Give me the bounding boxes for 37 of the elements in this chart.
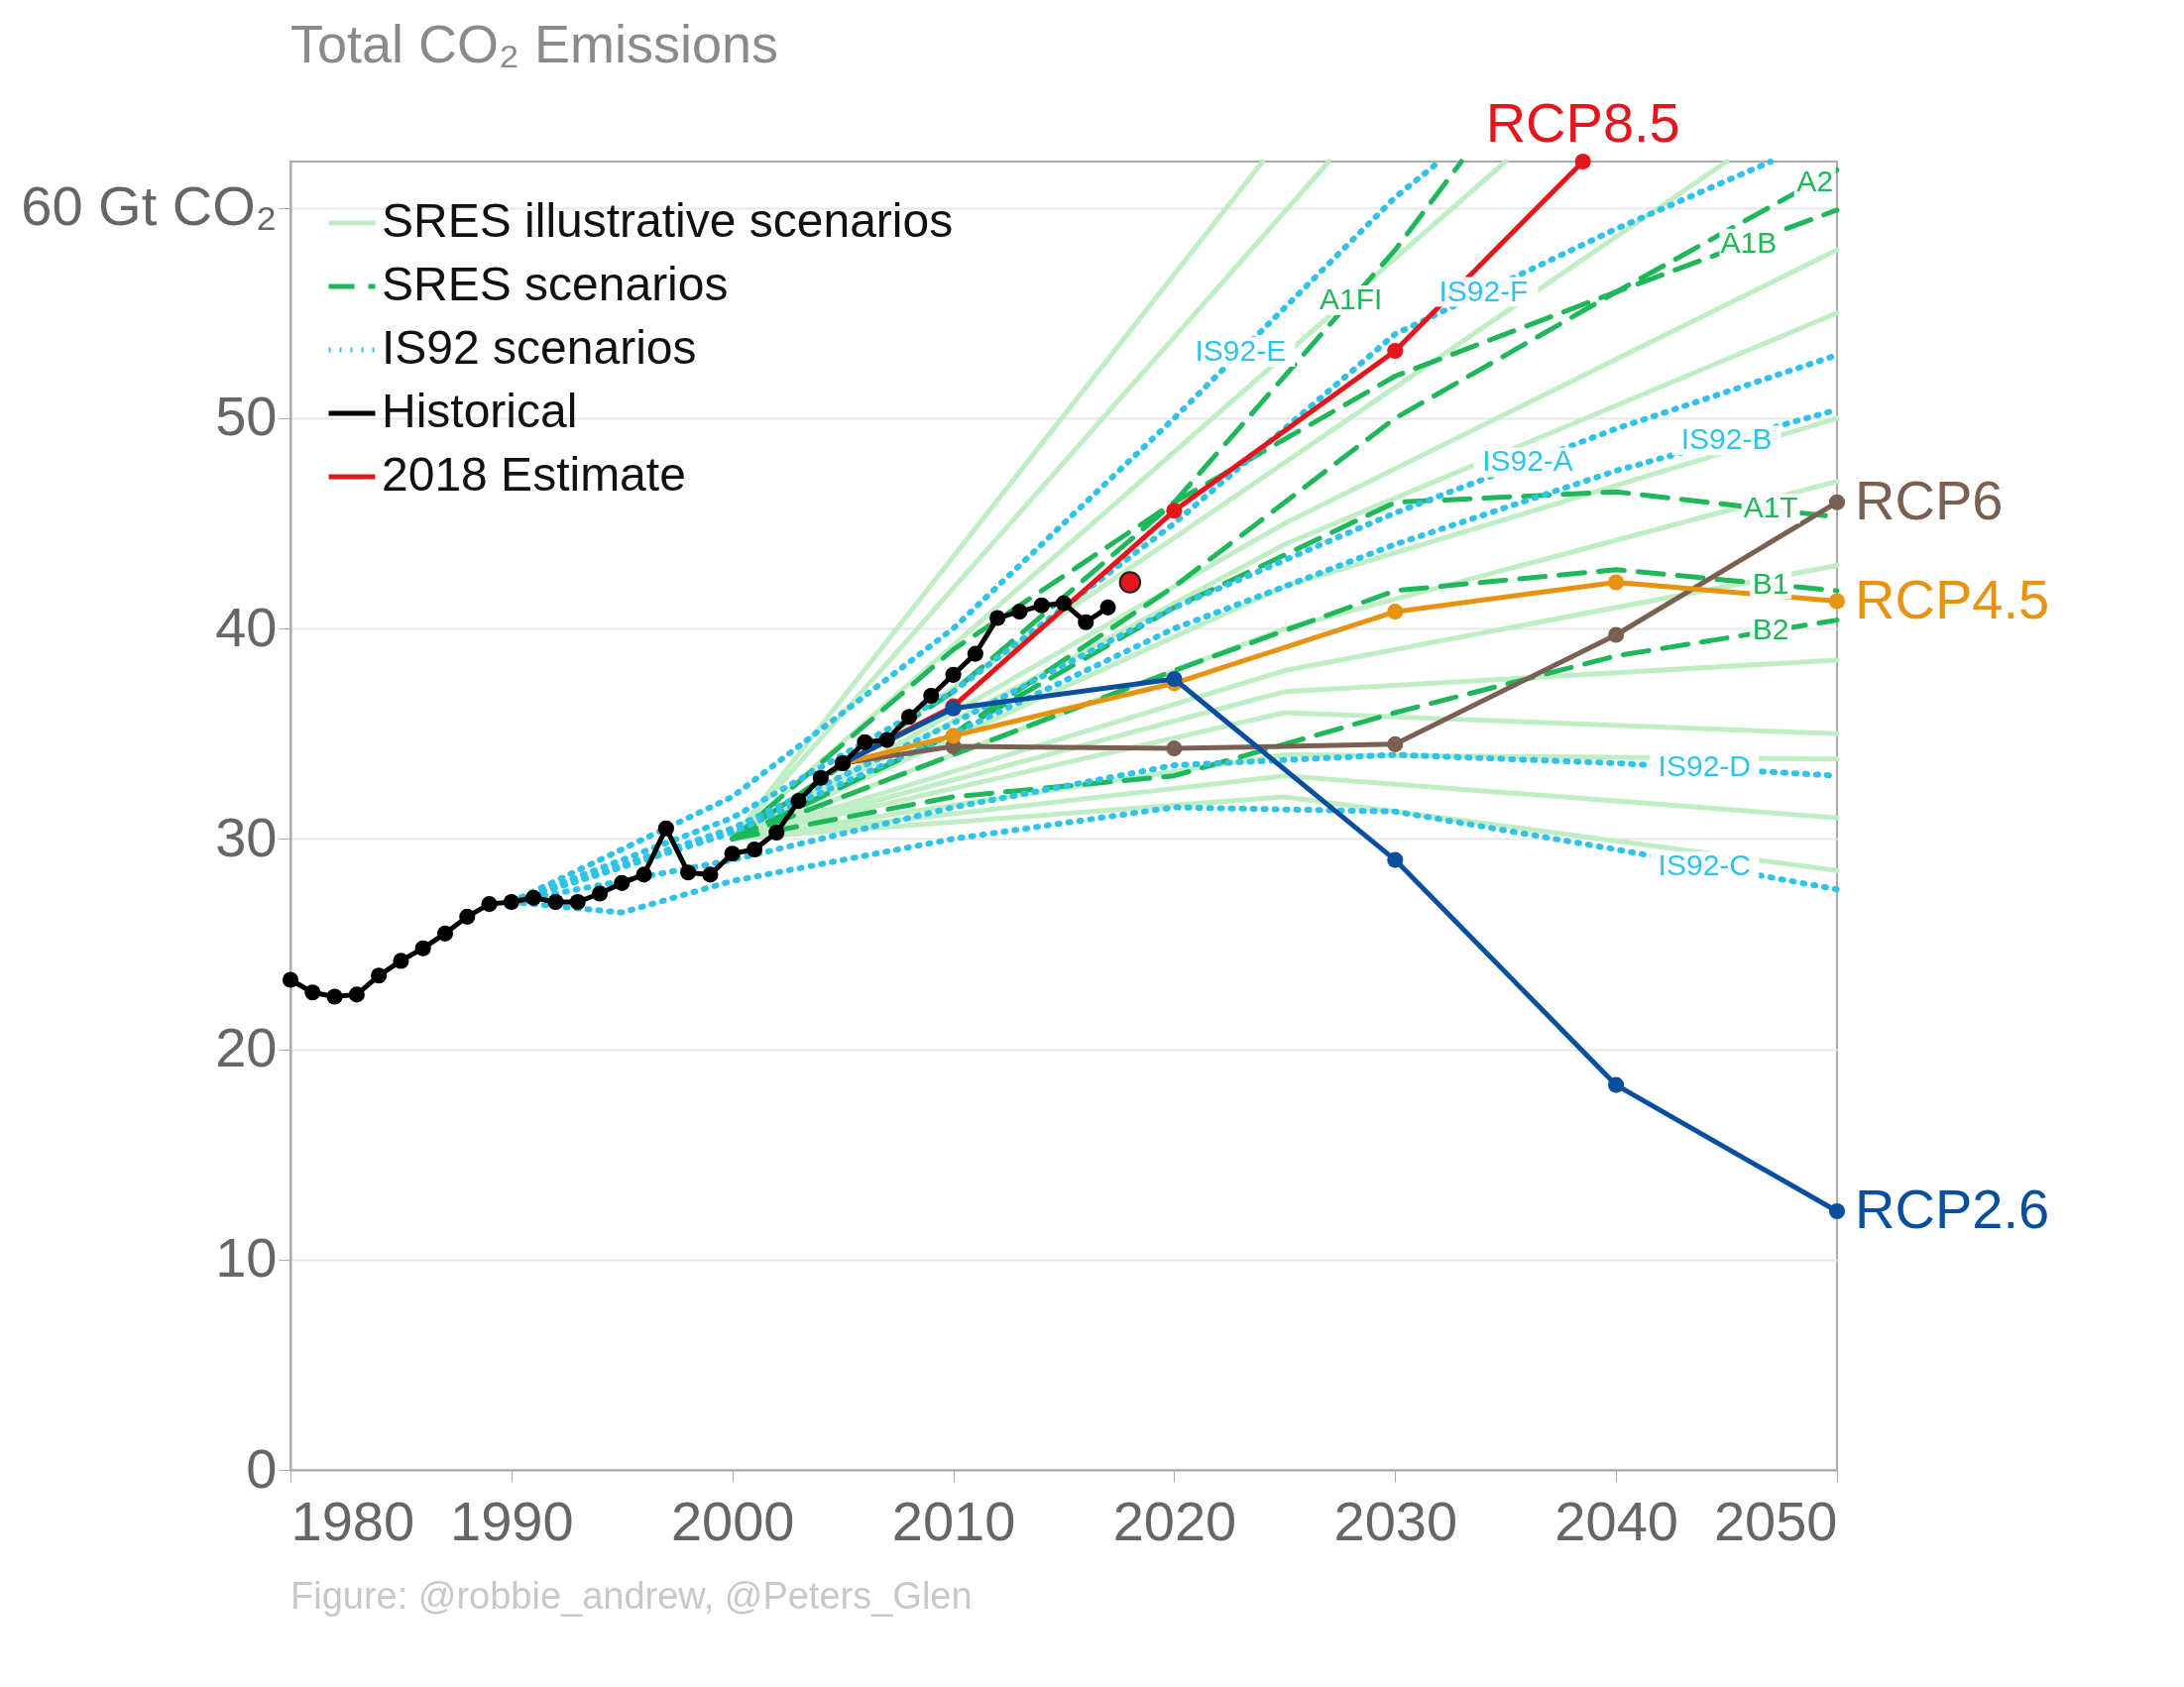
legend-label: 2018 Estimate [382, 448, 686, 501]
annotation: RCP6 [1855, 468, 2004, 531]
annotation: IS92-B [1680, 422, 1773, 456]
x-tick-label: 1990 [450, 1489, 574, 1552]
annotation: B1 [1752, 566, 1789, 600]
annotation: RCP4.5 [1855, 567, 2050, 630]
annotation: A1B [1720, 225, 1778, 259]
y-tick-label: 30 [215, 805, 278, 868]
x-tick-label: 1980 [290, 1489, 415, 1552]
y-tick-label: 60 Gt CO₂ [21, 174, 278, 238]
y-tick-label: 0 [246, 1436, 278, 1500]
annotation: IS92-D [1658, 749, 1751, 783]
annotation: RCP8.5 [1485, 91, 1680, 154]
y-tick-label: 50 [215, 385, 278, 448]
y-tick-label: 40 [215, 595, 278, 658]
legend-label: SRES illustrative scenarios [382, 194, 954, 247]
annotation: A1FI [1320, 282, 1383, 316]
annotation: A2 [1796, 165, 1834, 198]
y-tick-label: 20 [215, 1016, 278, 1079]
legend-label: SRES scenarios [382, 258, 729, 310]
x-tick-label: 2010 [891, 1489, 1016, 1552]
legend-label: IS92 scenarios [382, 321, 697, 374]
annotation: IS92-C [1658, 847, 1751, 881]
annotation: B2 [1752, 613, 1789, 646]
y-tick-label: 10 [215, 1226, 278, 1290]
annotation: A1T [1743, 491, 1798, 524]
annotation: RCP2.6 [1855, 1177, 2050, 1240]
x-tick-label: 2050 [1713, 1489, 1838, 1552]
x-tick-label: 2030 [1333, 1489, 1458, 1552]
chart-title: Total CO₂ Emissions [290, 14, 779, 73]
x-tick-label: 2020 [1112, 1489, 1237, 1552]
annotation: IS92-F [1438, 274, 1529, 307]
x-tick-label: 2000 [670, 1489, 795, 1552]
legend-label: Historical [382, 385, 578, 437]
annotation: IS92-A [1482, 444, 1573, 478]
x-tick-label: 2040 [1554, 1489, 1678, 1552]
annotation: IS92-E [1195, 334, 1287, 368]
